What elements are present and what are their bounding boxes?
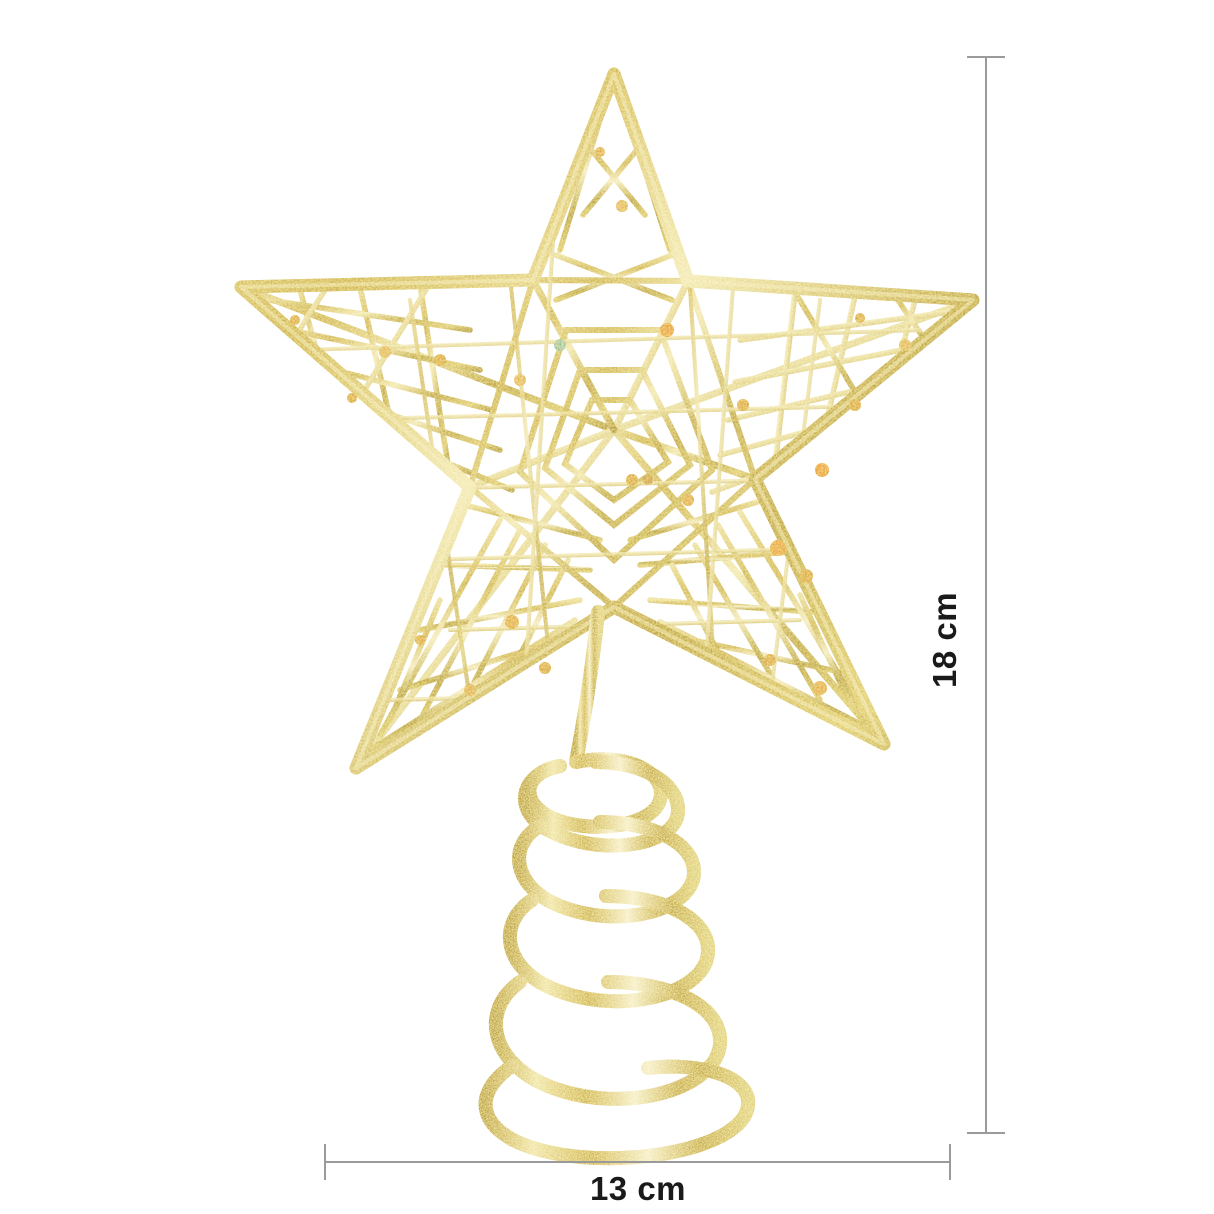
spring-base [478, 605, 756, 1166]
spring-stem [569, 605, 605, 769]
sequin-flecks [290, 147, 911, 696]
height-dimension-line [985, 57, 987, 1134]
width-dimension-cap-right [949, 1144, 951, 1180]
star-wire-mesh [241, 74, 973, 768]
height-dimension-cap-top [967, 56, 1005, 58]
width-dimension-label: 13 cm [589, 1170, 687, 1207]
star-body [241, 74, 973, 768]
width-dimension-line [325, 1161, 951, 1163]
height-dimension-cap-bottom [967, 1132, 1005, 1134]
width-dimension-cap-left [324, 1144, 326, 1180]
height-dimension-label: 18 cm [926, 591, 963, 689]
